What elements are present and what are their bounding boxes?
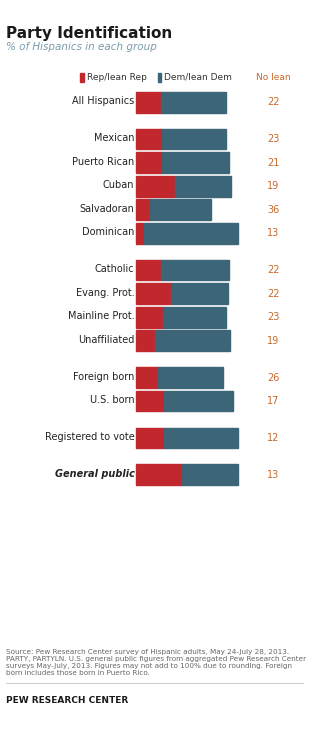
Bar	[171, 283, 227, 304]
Text: 23: 23	[267, 312, 280, 322]
Text: 57: 57	[189, 158, 201, 167]
Text: 39: 39	[153, 470, 165, 479]
Text: 63: 63	[195, 434, 207, 442]
Text: 55: 55	[188, 135, 200, 144]
Text: 12: 12	[267, 433, 280, 443]
Text: 7: 7	[137, 229, 143, 238]
Text: 17: 17	[267, 396, 280, 406]
Text: 24: 24	[144, 434, 156, 442]
Text: Cuban: Cuban	[103, 180, 134, 190]
Bar	[136, 223, 144, 244]
Text: Mainline Prot.: Mainline Prot.	[68, 311, 134, 321]
Text: Unaffiliated: Unaffiliated	[78, 335, 134, 344]
Bar	[136, 307, 163, 328]
Text: 21: 21	[267, 158, 280, 168]
Text: Mexican: Mexican	[94, 133, 134, 143]
Bar	[136, 367, 158, 388]
Text: PEW RESEARCH CENTER: PEW RESEARCH CENTER	[6, 696, 129, 704]
Bar	[136, 391, 164, 411]
Text: All Hispanics: All Hispanics	[72, 96, 134, 106]
Text: 22: 22	[267, 265, 280, 275]
Text: % of Hispanics in each group: % of Hispanics in each group	[6, 42, 157, 52]
Text: Dominican: Dominican	[82, 227, 134, 237]
Bar	[164, 391, 233, 411]
Text: General public: General public	[55, 469, 134, 478]
Bar	[136, 176, 175, 197]
Text: 48: 48	[197, 182, 209, 191]
Bar	[136, 260, 161, 280]
Bar	[150, 199, 211, 220]
Bar	[161, 92, 226, 113]
Text: 19: 19	[141, 373, 154, 382]
Bar	[136, 152, 162, 173]
Bar	[155, 330, 230, 351]
Bar	[158, 73, 161, 82]
Text: 13: 13	[267, 228, 280, 238]
Text: Catholic: Catholic	[95, 264, 134, 274]
Text: 19: 19	[267, 181, 280, 191]
Text: 36: 36	[267, 205, 280, 215]
Text: 22: 22	[267, 97, 280, 107]
Text: 64: 64	[186, 336, 199, 345]
Bar	[136, 428, 164, 448]
Bar	[136, 330, 155, 351]
Text: Salvadoran: Salvadoran	[79, 204, 134, 213]
Text: Rep/lean Rep: Rep/lean Rep	[87, 73, 146, 82]
Text: Party Identification: Party Identification	[6, 26, 172, 40]
Bar	[80, 73, 84, 82]
Bar	[136, 129, 162, 149]
Text: 22: 22	[143, 158, 155, 167]
Bar	[136, 464, 182, 485]
Text: 22: 22	[267, 289, 280, 299]
Text: 52: 52	[174, 205, 187, 214]
Text: Registered to vote: Registered to vote	[45, 432, 134, 442]
Text: 23: 23	[267, 134, 280, 144]
Text: 48: 48	[193, 289, 206, 298]
Text: U.S. born: U.S. born	[90, 395, 134, 405]
Text: 21: 21	[142, 98, 154, 107]
Text: 23: 23	[143, 313, 156, 322]
Text: 12: 12	[137, 205, 149, 214]
Text: 26: 26	[267, 372, 280, 383]
Text: Evang. Prot.: Evang. Prot.	[76, 288, 134, 297]
Bar	[163, 307, 226, 328]
Text: 16: 16	[139, 336, 152, 345]
Bar	[158, 367, 223, 388]
Text: No lean: No lean	[256, 73, 291, 82]
Bar	[144, 223, 238, 244]
Text: 58: 58	[188, 266, 201, 275]
Bar	[162, 152, 229, 173]
Text: 13: 13	[267, 470, 280, 480]
Bar	[182, 464, 238, 485]
Text: 22: 22	[143, 135, 155, 144]
Bar	[162, 129, 226, 149]
Text: Puerto Rican: Puerto Rican	[72, 157, 134, 166]
Bar	[136, 92, 161, 113]
Text: Dem/lean Dem: Dem/lean Dem	[164, 73, 232, 82]
Text: 59: 59	[193, 397, 205, 406]
Text: Foreign born: Foreign born	[73, 372, 134, 381]
Text: 48: 48	[204, 470, 216, 479]
Bar	[161, 260, 229, 280]
Bar	[175, 176, 231, 197]
Text: 24: 24	[144, 397, 156, 406]
Text: 19: 19	[267, 336, 280, 346]
Text: 30: 30	[147, 289, 160, 298]
Text: 80: 80	[185, 229, 197, 238]
Text: Source: Pew Research Center survey of Hispanic adults, May 24-July 28, 2013. PAR: Source: Pew Research Center survey of Hi…	[6, 649, 306, 676]
Bar	[136, 199, 150, 220]
Text: 56: 56	[187, 98, 200, 107]
Text: 21: 21	[142, 266, 154, 275]
Bar	[164, 428, 238, 448]
Text: 33: 33	[149, 182, 162, 191]
Bar	[136, 283, 171, 304]
Text: 55: 55	[184, 373, 197, 382]
Text: 54: 54	[188, 313, 201, 322]
